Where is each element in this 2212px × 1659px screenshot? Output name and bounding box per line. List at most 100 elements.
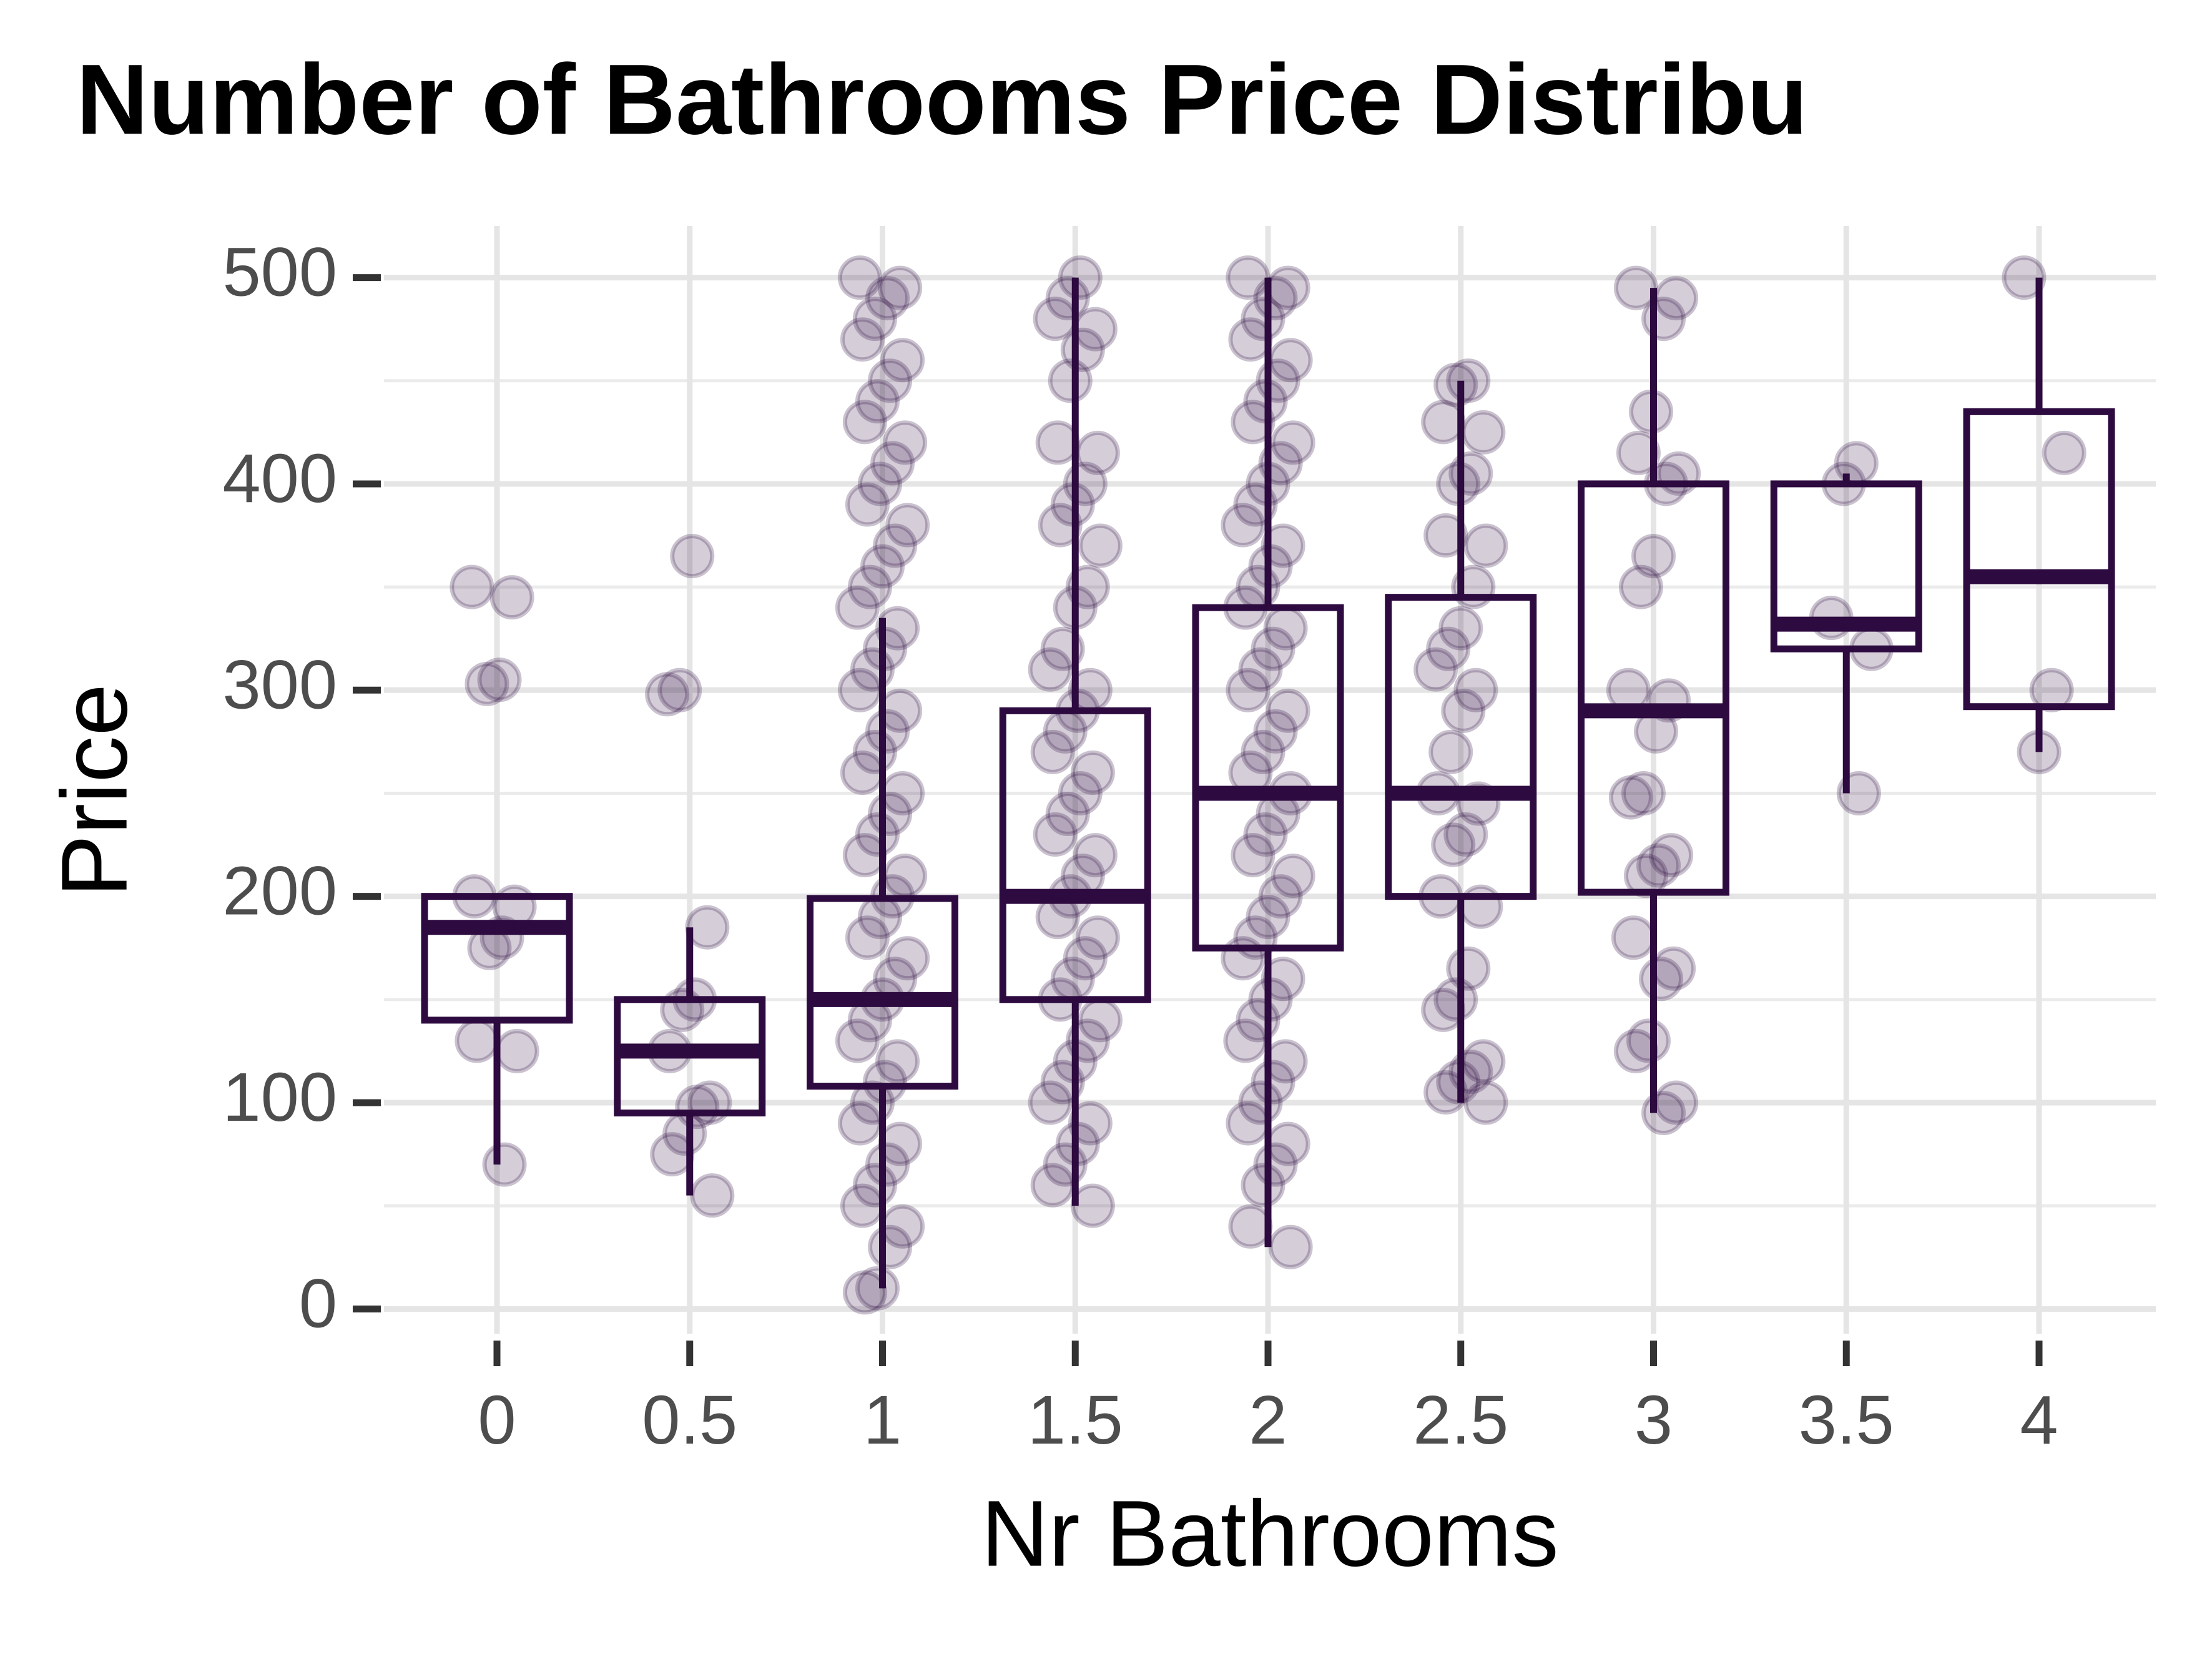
- point: [1446, 358, 1491, 403]
- point: [1221, 503, 1266, 548]
- point: [1233, 482, 1278, 527]
- point: [860, 544, 905, 589]
- point: [1040, 1060, 1085, 1105]
- point: [465, 661, 509, 706]
- point: [1243, 379, 1288, 424]
- point: [1078, 998, 1123, 1043]
- point: [1448, 1049, 1493, 1094]
- y-tick-label: 300: [222, 646, 337, 723]
- point: [1463, 523, 1508, 568]
- point: [1043, 1142, 1088, 1187]
- point: [1623, 854, 1668, 898]
- point: [837, 667, 882, 712]
- point: [1058, 255, 1103, 300]
- point: [1068, 667, 1113, 712]
- point: [880, 770, 925, 815]
- point: [878, 688, 923, 733]
- point: [1068, 1101, 1113, 1146]
- point: [1458, 884, 1503, 929]
- point: [1065, 564, 1110, 609]
- point: [1248, 544, 1293, 589]
- point: [660, 987, 705, 1032]
- point: [662, 1111, 707, 1156]
- point: [489, 575, 534, 620]
- point: [1628, 389, 1673, 434]
- point: [840, 1183, 885, 1228]
- point: [1060, 327, 1105, 372]
- point: [875, 606, 920, 651]
- x-tick-label: 1: [863, 1382, 902, 1459]
- point: [857, 461, 902, 506]
- point: [1271, 420, 1315, 465]
- point: [1616, 430, 1661, 475]
- point: [477, 657, 522, 702]
- point: [1631, 534, 1676, 579]
- point: [1241, 729, 1285, 774]
- point: [855, 1266, 900, 1311]
- point: [863, 626, 908, 671]
- point: [1618, 564, 1663, 609]
- point: [675, 1085, 720, 1130]
- point: [1253, 276, 1298, 321]
- point: [1834, 441, 1879, 486]
- point: [1063, 936, 1108, 981]
- point: [1231, 400, 1276, 445]
- point: [868, 792, 913, 837]
- point: [1075, 430, 1120, 475]
- point: [1463, 1080, 1508, 1125]
- box: [1192, 604, 1344, 952]
- point: [865, 276, 910, 321]
- point: [1256, 358, 1300, 403]
- point: [837, 1101, 882, 1146]
- point: [1423, 513, 1468, 558]
- point: [842, 1270, 887, 1315]
- point: [1639, 957, 1684, 1002]
- point: [1246, 895, 1290, 940]
- point: [1050, 957, 1095, 1002]
- point: [837, 255, 882, 300]
- point: [1048, 358, 1093, 403]
- point: [1078, 523, 1123, 568]
- point: [863, 1060, 908, 1105]
- point: [883, 854, 928, 898]
- x-tick-label: 1.5: [1028, 1382, 1123, 1459]
- y-tick-label: 100: [222, 1059, 337, 1136]
- point: [1058, 770, 1103, 815]
- point: [1461, 1039, 1506, 1084]
- point: [1045, 276, 1090, 321]
- point: [1263, 1039, 1308, 1084]
- point: [1073, 307, 1118, 352]
- y-tick-label: 500: [222, 234, 337, 311]
- point: [1045, 792, 1090, 837]
- x-tick-label: 2: [1249, 1382, 1287, 1459]
- point: [690, 1173, 735, 1218]
- point: [1423, 1070, 1468, 1115]
- point: [1636, 843, 1681, 888]
- point: [840, 317, 885, 362]
- point: [840, 750, 885, 795]
- point: [657, 667, 702, 712]
- point: [1253, 709, 1298, 754]
- point: [868, 1224, 913, 1269]
- point: [650, 1132, 695, 1177]
- point: [835, 1018, 880, 1063]
- point: [1223, 585, 1268, 630]
- point: [1651, 946, 1696, 991]
- point: [1241, 297, 1285, 342]
- point: [1426, 626, 1471, 671]
- point: [1641, 1091, 1686, 1136]
- point: [1418, 874, 1463, 919]
- point: [852, 729, 897, 774]
- point: [1263, 606, 1308, 651]
- point: [847, 564, 892, 609]
- point: [1436, 1060, 1481, 1105]
- point: [1038, 503, 1083, 548]
- point: [850, 1080, 895, 1125]
- point: [1226, 1101, 1271, 1146]
- point: [850, 647, 895, 692]
- point: [1258, 874, 1303, 919]
- point: [1038, 977, 1083, 1022]
- point: [842, 833, 887, 878]
- point: [1035, 420, 1080, 465]
